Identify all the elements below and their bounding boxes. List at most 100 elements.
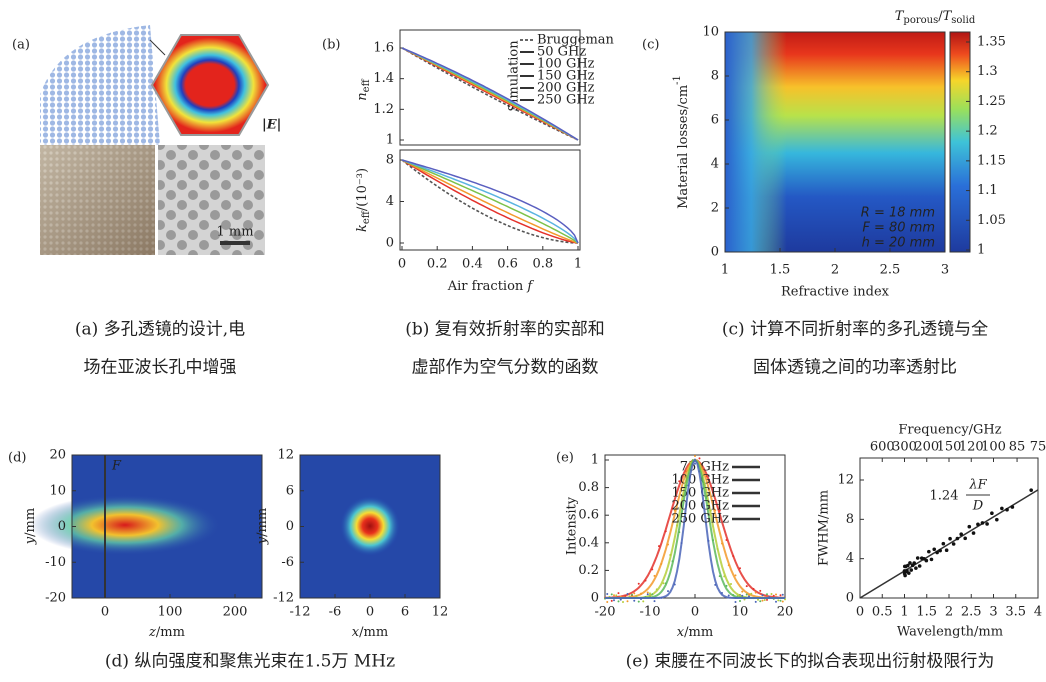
- measurement: [766, 593, 768, 596]
- measurement: [633, 599, 636, 602]
- heatmap-shade: [725, 32, 945, 252]
- measurement: [906, 563, 910, 568]
- fit-line: [859, 489, 1039, 599]
- measurement: [1029, 488, 1033, 492]
- measurement: [653, 600, 656, 603]
- x-axis-label-part: x: [352, 625, 360, 640]
- x-axis-label-part: /mm: [359, 625, 388, 640]
- measurement: [941, 541, 946, 546]
- y-axis-label-part: /(10⁻³): [355, 168, 370, 211]
- x-tick-label: 1: [574, 257, 582, 272]
- measurement: [914, 566, 918, 570]
- panel-label: (d): [8, 451, 26, 466]
- measurement: [748, 595, 750, 598]
- y-tick-label: 0.4: [578, 535, 599, 550]
- measurement: [743, 598, 746, 601]
- measurement: [777, 599, 780, 602]
- y-tick-label: 4: [386, 194, 394, 209]
- measurement: [739, 567, 741, 570]
- x-tick-label: -10: [640, 605, 661, 620]
- measurement: [1010, 505, 1015, 509]
- measurement: [739, 600, 741, 603]
- measurement: [649, 592, 651, 595]
- measurement: [685, 484, 687, 487]
- y-tick-label: 10: [49, 483, 66, 498]
- colorbar-tick-label: 1.2: [977, 124, 998, 139]
- measurement: [707, 539, 710, 542]
- measurement: [707, 488, 710, 491]
- caption-line: 虚部作为空气分数的函数: [412, 358, 599, 378]
- measurement: [990, 511, 994, 516]
- y-tick-label: 0: [591, 591, 599, 606]
- x-axis-label: x/mm: [677, 625, 713, 640]
- x-tick-label: 1.5: [916, 605, 937, 620]
- x-axis-label-part: /mm: [156, 625, 185, 640]
- measurement: [662, 582, 665, 585]
- measurement: [759, 600, 762, 603]
- measurement: [980, 521, 985, 525]
- measurement: [714, 583, 717, 586]
- measurement: [907, 571, 911, 575]
- panel-label: (c): [642, 38, 659, 53]
- legend-dashed-label: Bruggeman: [537, 33, 615, 48]
- y-tick-label: 1.2: [373, 102, 394, 117]
- panel-label: (b): [322, 38, 340, 53]
- measurement: [781, 600, 784, 603]
- formula-num: λF: [968, 478, 987, 493]
- y-axis-label: keff/(10⁻³): [355, 168, 372, 232]
- y-tick-label: 0: [711, 245, 719, 260]
- x-tick-label: -20: [595, 605, 616, 620]
- caption-line: (d) 纵向强度和聚焦光束在1.5万 MHz: [105, 652, 395, 672]
- x-tick-label: 1.5: [770, 263, 791, 278]
- measurement: [700, 486, 703, 489]
- measurement: [730, 583, 732, 586]
- top-tick-label: 100: [981, 440, 1006, 455]
- x-tick-label: -6: [329, 605, 342, 620]
- axes-frame: [399, 149, 581, 251]
- lens-photo-shade: [40, 145, 155, 255]
- gaussian-fit: [605, 458, 785, 599]
- x-tick-label: 1: [900, 605, 908, 620]
- measurement: [757, 598, 759, 601]
- annotation: R = 18 mm: [861, 206, 935, 221]
- bruggeman-top: [401, 47, 579, 141]
- y-axis-label: FWHM/mm: [817, 490, 832, 566]
- y-axis-label-part: /mm: [255, 508, 270, 537]
- x-tick-label: 20: [777, 605, 794, 620]
- measurement: [673, 583, 676, 586]
- measurement: [754, 600, 757, 603]
- x-axis-label: Refractive index: [781, 285, 890, 300]
- measurement: [617, 600, 620, 603]
- measurement: [673, 509, 676, 512]
- y-tick-label: 12: [277, 448, 294, 463]
- x-axis-label: Air fraction f: [447, 279, 535, 294]
- annotation: F = 80 mm: [862, 221, 935, 236]
- x-tick-label: 2.5: [880, 263, 901, 278]
- measurement: [963, 536, 967, 541]
- measurement: [772, 594, 775, 597]
- measurement: [680, 542, 683, 545]
- y-tick-label: 1: [591, 453, 599, 468]
- colorbar-title-part: porous: [903, 15, 938, 26]
- x-tick-label: 2.5: [961, 605, 982, 620]
- micrograph: [158, 145, 265, 255]
- y-axis-label-part: eff: [361, 210, 372, 224]
- measurement: [948, 536, 952, 541]
- y-tick-label: 8: [846, 512, 854, 527]
- colorbar-title: Tporous/Tsolid: [895, 9, 976, 26]
- x-tick-label: 200: [223, 605, 248, 620]
- lens-design: [40, 25, 160, 145]
- colorbar-tick-label: 1: [977, 243, 985, 258]
- measurement: [723, 575, 726, 578]
- measurement: [653, 574, 656, 577]
- y-axis-label: y/mm: [23, 508, 38, 545]
- x-axis-label-part: Air fraction: [447, 279, 528, 294]
- caption-line: (e) 束腰在不同波长下的拟合表现出衍射极限行为: [626, 652, 995, 672]
- colorbar-title-part: T: [943, 9, 953, 24]
- colorbar-tick-label: 1.25: [977, 94, 1006, 109]
- x-tick-label: 4: [1034, 605, 1042, 620]
- panel-label: (a): [12, 38, 30, 53]
- measurement: [734, 600, 737, 603]
- y-axis-label: Material losses/cm-1: [672, 75, 691, 209]
